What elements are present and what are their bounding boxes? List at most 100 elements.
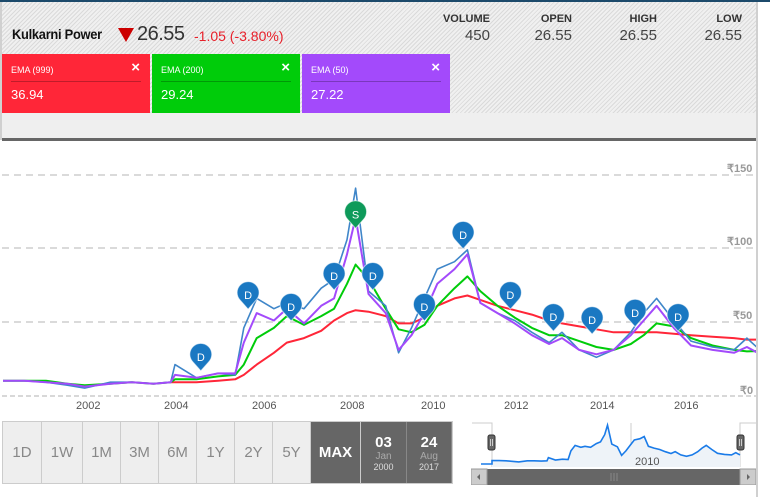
range-1w-button[interactable]: 1W xyxy=(42,422,83,483)
indicator-value: 27.22 xyxy=(311,87,344,102)
x-tick: 2008 xyxy=(340,400,365,412)
svg-text:D: D xyxy=(287,302,295,314)
svg-text:D: D xyxy=(459,230,467,242)
end-month: Aug xyxy=(420,450,438,462)
stat-value: 26.55 xyxy=(704,27,742,44)
stat-value: 26.55 xyxy=(534,27,572,44)
dividend-marker[interactable]: D xyxy=(451,220,475,250)
dividend-marker[interactable]: D xyxy=(361,262,385,291)
stat-label: LOW xyxy=(716,13,742,25)
indicator-label: EMA (50) xyxy=(311,65,349,75)
price-change: -1.05 (-3.80%) xyxy=(194,28,284,44)
dividend-marker[interactable]: D xyxy=(623,298,647,328)
end-year: 2017 xyxy=(418,461,440,472)
svg-text:D: D xyxy=(631,308,639,320)
dividend-marker[interactable]: D xyxy=(498,281,522,310)
header-divider xyxy=(2,138,757,141)
series-ema-50- xyxy=(3,216,756,388)
nav-frame-right xyxy=(739,422,756,467)
svg-text:D: D xyxy=(549,312,557,324)
navigator[interactable]: 2010 xyxy=(471,421,756,485)
stat-volume: VOLUME 450 xyxy=(410,13,490,44)
split-marker[interactable]: S xyxy=(344,200,368,230)
dividend-marker[interactable]: D xyxy=(279,292,303,322)
arrow-left-icon xyxy=(477,474,480,480)
y-tick-0: ₹0 xyxy=(740,385,754,397)
arrow-right-icon xyxy=(747,474,750,480)
range-max-button[interactable]: MAX xyxy=(311,422,361,483)
stat-value: 450 xyxy=(464,27,490,44)
indicator-value: 29.24 xyxy=(161,87,194,102)
stat-label: HIGH xyxy=(629,13,658,25)
stat-label: VOLUME xyxy=(442,13,490,25)
divider xyxy=(311,81,441,82)
x-tick: 2002 xyxy=(76,400,101,412)
stat-open: OPEN 26.55 xyxy=(492,13,572,44)
dividend-marker[interactable]: D xyxy=(541,303,565,332)
x-tick: 2004 xyxy=(164,400,189,412)
x-tick: 2006 xyxy=(252,400,277,412)
end-date-button[interactable]: 24 Aug 2017 xyxy=(407,422,452,483)
nav-handle-right[interactable] xyxy=(736,434,745,451)
series-layer xyxy=(3,187,756,389)
indicator-ema-50: EMA (50) × 27.22 xyxy=(302,54,450,113)
stat-label: OPEN xyxy=(540,13,572,25)
start-day: 03 xyxy=(375,433,392,451)
price-chart[interactable]: D D D D S D D D D D D D D xyxy=(2,141,756,411)
right-border xyxy=(756,2,758,497)
svg-text:D: D xyxy=(420,302,428,314)
y-tick-100: ₹100 xyxy=(727,236,753,248)
indicator-label: EMA (999) xyxy=(11,65,54,75)
svg-text:S: S xyxy=(352,209,359,221)
svg-text:D: D xyxy=(506,290,514,302)
range-selector: 1D 1W 1M 3M 6M 1Y 2Y 5Y MAX 03 Jan 2000 … xyxy=(2,421,453,484)
dividend-marker[interactable]: D xyxy=(236,281,260,310)
start-date-button[interactable]: 03 Jan 2000 xyxy=(361,422,407,483)
y-tick-150: ₹150 xyxy=(727,163,753,175)
dividend-marker[interactable]: D xyxy=(412,292,436,322)
close-icon[interactable]: × xyxy=(431,59,440,76)
indicator-ema-200: EMA (200) × 29.24 xyxy=(152,54,300,113)
range-5y-button[interactable]: 5Y xyxy=(273,422,311,483)
range-3m-button[interactable]: 3M xyxy=(121,422,159,483)
stat-low: LOW 26.55 xyxy=(662,13,742,44)
series-ema-999- xyxy=(170,294,756,384)
dividend-marker[interactable]: D xyxy=(189,342,213,372)
scrollbar-grip-icon xyxy=(610,473,618,481)
stat-high: HIGH 26.55 xyxy=(577,13,657,44)
dividend-marker[interactable]: D xyxy=(666,303,690,332)
down-triangle-icon xyxy=(118,28,134,42)
svg-text:D: D xyxy=(588,315,596,327)
divider xyxy=(11,81,141,82)
nav-area xyxy=(492,425,740,467)
svg-text:D: D xyxy=(244,290,252,302)
stat-value: 26.55 xyxy=(619,27,657,44)
indicator-value: 36.94 xyxy=(11,87,44,102)
range-2y-button[interactable]: 2Y xyxy=(235,422,273,483)
header-spacer xyxy=(2,113,757,139)
nav-year-label: 2010 xyxy=(635,456,659,468)
start-month: Jan xyxy=(375,450,392,462)
range-1d-button[interactable]: 1D xyxy=(3,422,42,483)
x-tick: 2016 xyxy=(674,400,699,412)
nav-handle-left[interactable] xyxy=(487,434,496,451)
y-tick-50: ₹50 xyxy=(733,310,753,322)
range-6m-button[interactable]: 6M xyxy=(159,422,197,483)
close-icon[interactable]: × xyxy=(131,59,140,76)
top-accent-line xyxy=(0,0,770,2)
close-icon[interactable]: × xyxy=(281,59,290,76)
range-1y-button[interactable]: 1Y xyxy=(197,422,235,483)
range-1m-button[interactable]: 1M xyxy=(83,422,121,483)
dividend-marker[interactable]: D xyxy=(580,306,604,335)
series-price xyxy=(3,187,756,389)
marker-layer: D D D D S D D D D D D D D xyxy=(189,200,690,372)
dividend-marker[interactable]: D xyxy=(322,262,346,291)
divider xyxy=(161,81,291,82)
start-year: 2000 xyxy=(373,461,394,472)
stock-title: Kulkarni Power xyxy=(12,26,102,42)
svg-text:D: D xyxy=(330,271,338,283)
indicator-ema-999: EMA (999) × 36.94 xyxy=(2,54,150,113)
x-tick: 2010 xyxy=(421,400,446,412)
end-day: 24 xyxy=(420,433,438,451)
